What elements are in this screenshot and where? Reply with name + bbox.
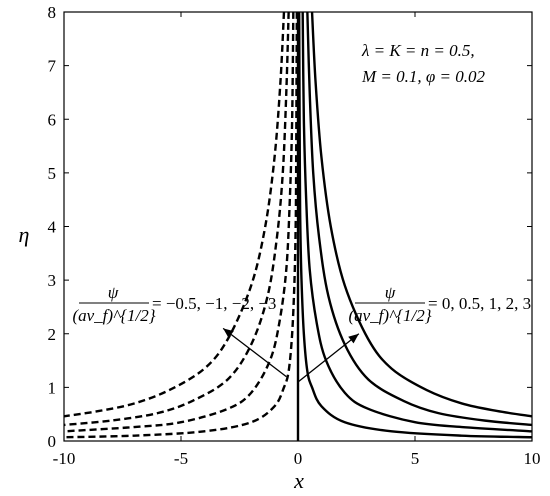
y-tick-label: 6	[48, 110, 57, 129]
annotation-arrow-line	[297, 333, 360, 383]
y-tick-label: 4	[48, 218, 57, 237]
y-tick-label: 5	[48, 164, 57, 183]
positive-psi-annotation: ψ (aν_f)^{1/2} = 0, 0.5, 1, 2, 3	[348, 283, 531, 325]
y-tick-label: 7	[48, 57, 57, 76]
y-tick-label: 8	[48, 3, 57, 22]
y-tick-label: 1	[48, 378, 57, 397]
x-tick-label: 5	[411, 449, 420, 468]
dashed-curve-psi-neg0p5	[63, 11, 299, 439]
dashed-curve-psi-neg1	[63, 11, 295, 433]
x-tick-label: -10	[53, 449, 76, 468]
params-line-2: M = 0.1, φ = 0.02	[361, 67, 486, 86]
positive-psi-denominator: (aν_f)^{1/2}	[348, 306, 431, 325]
ticks-layer: -10 -5 0 5 10 0 1 2 3 4 5 6 7 8	[48, 3, 541, 468]
negative-psi-denominator: (aν_f)^{1/2}	[72, 306, 155, 325]
solid-curve-psi-0p5	[297, 11, 533, 439]
negative-psi-numerator: ψ	[108, 283, 119, 302]
positive-psi-values: = 0, 0.5, 1, 2, 3	[428, 294, 531, 313]
y-tick-label: 2	[48, 325, 57, 344]
x-tick-label: 10	[524, 449, 541, 468]
y-tick-label: 3	[48, 271, 57, 290]
x-axis-label: x	[293, 468, 304, 493]
solid-curve-psi-3	[310, 11, 533, 418]
positive-psi-numerator: ψ	[385, 283, 396, 302]
annotation-arrow-head	[223, 328, 234, 338]
negative-psi-values: = −0.5, −1, −2, −3	[152, 294, 276, 313]
x-tick-label: -5	[174, 449, 188, 468]
y-tick-label: 0	[48, 432, 57, 451]
params-line-1: λ = K = n = 0.5,	[361, 41, 475, 60]
solid-curve-psi-2	[306, 11, 533, 427]
dashed-curve-psi-neg3	[63, 11, 286, 418]
x-tick-label: 0	[294, 449, 303, 468]
annotation-arrow-head	[348, 333, 359, 344]
annotation-arrow-line	[222, 327, 287, 378]
arrows-layer	[222, 327, 360, 383]
dashed-curve-psi-neg2	[63, 11, 290, 427]
solid-curve-psi-1	[301, 11, 533, 433]
y-axis-label: η	[19, 222, 30, 247]
negative-psi-annotation: ψ (aν_f)^{1/2} = −0.5, −1, −2, −3	[72, 283, 276, 325]
